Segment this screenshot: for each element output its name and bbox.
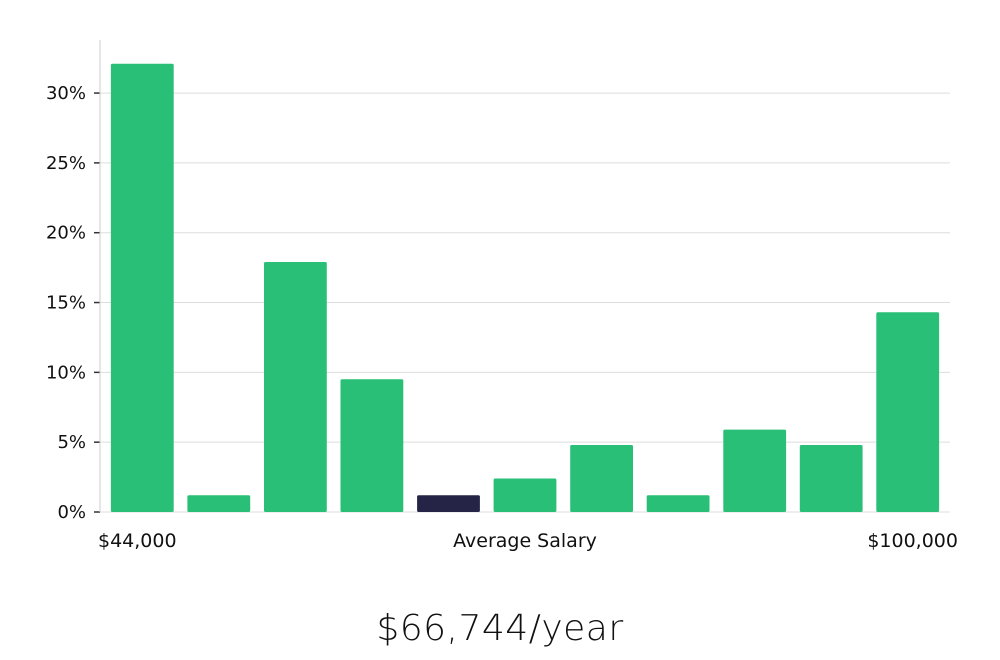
y-tick-label: 0% bbox=[57, 502, 86, 523]
y-tick-label: 25% bbox=[46, 153, 86, 174]
y-tick-label: 15% bbox=[46, 293, 86, 314]
bar bbox=[570, 445, 633, 512]
y-tick-label: 10% bbox=[46, 362, 86, 383]
histogram-svg: 0% 5% 10% 15% 20% 25% 30% $44,000 Average Sala… bbox=[46, 40, 958, 552]
bar bbox=[187, 495, 251, 512]
y-tick-label: 30% bbox=[46, 83, 86, 104]
bar bbox=[646, 495, 710, 512]
bars bbox=[110, 63, 940, 512]
average-salary-value: $66,744/year bbox=[376, 608, 624, 649]
grid-layer bbox=[100, 92, 950, 513]
y-tick-labels: 0% 5% 10% 15% 20% 25% 30% bbox=[46, 83, 100, 523]
y-tick-label: 5% bbox=[57, 432, 86, 453]
bar bbox=[340, 379, 404, 512]
bar bbox=[493, 478, 557, 512]
bar-average bbox=[417, 495, 480, 512]
bar bbox=[264, 262, 327, 512]
salary-histogram: 0% 5% 10% 15% 20% 25% 30% $44,000 Average Sala… bbox=[46, 40, 958, 552]
x-axis-label-min: $44,000 bbox=[98, 530, 177, 552]
bar bbox=[110, 63, 174, 512]
bar bbox=[799, 445, 863, 512]
x-axis-label-max: $100,000 bbox=[867, 530, 958, 552]
bar bbox=[876, 312, 940, 512]
y-tick-label: 20% bbox=[46, 223, 86, 244]
bar bbox=[723, 429, 787, 512]
x-axis-label-center: Average Salary bbox=[453, 530, 597, 552]
